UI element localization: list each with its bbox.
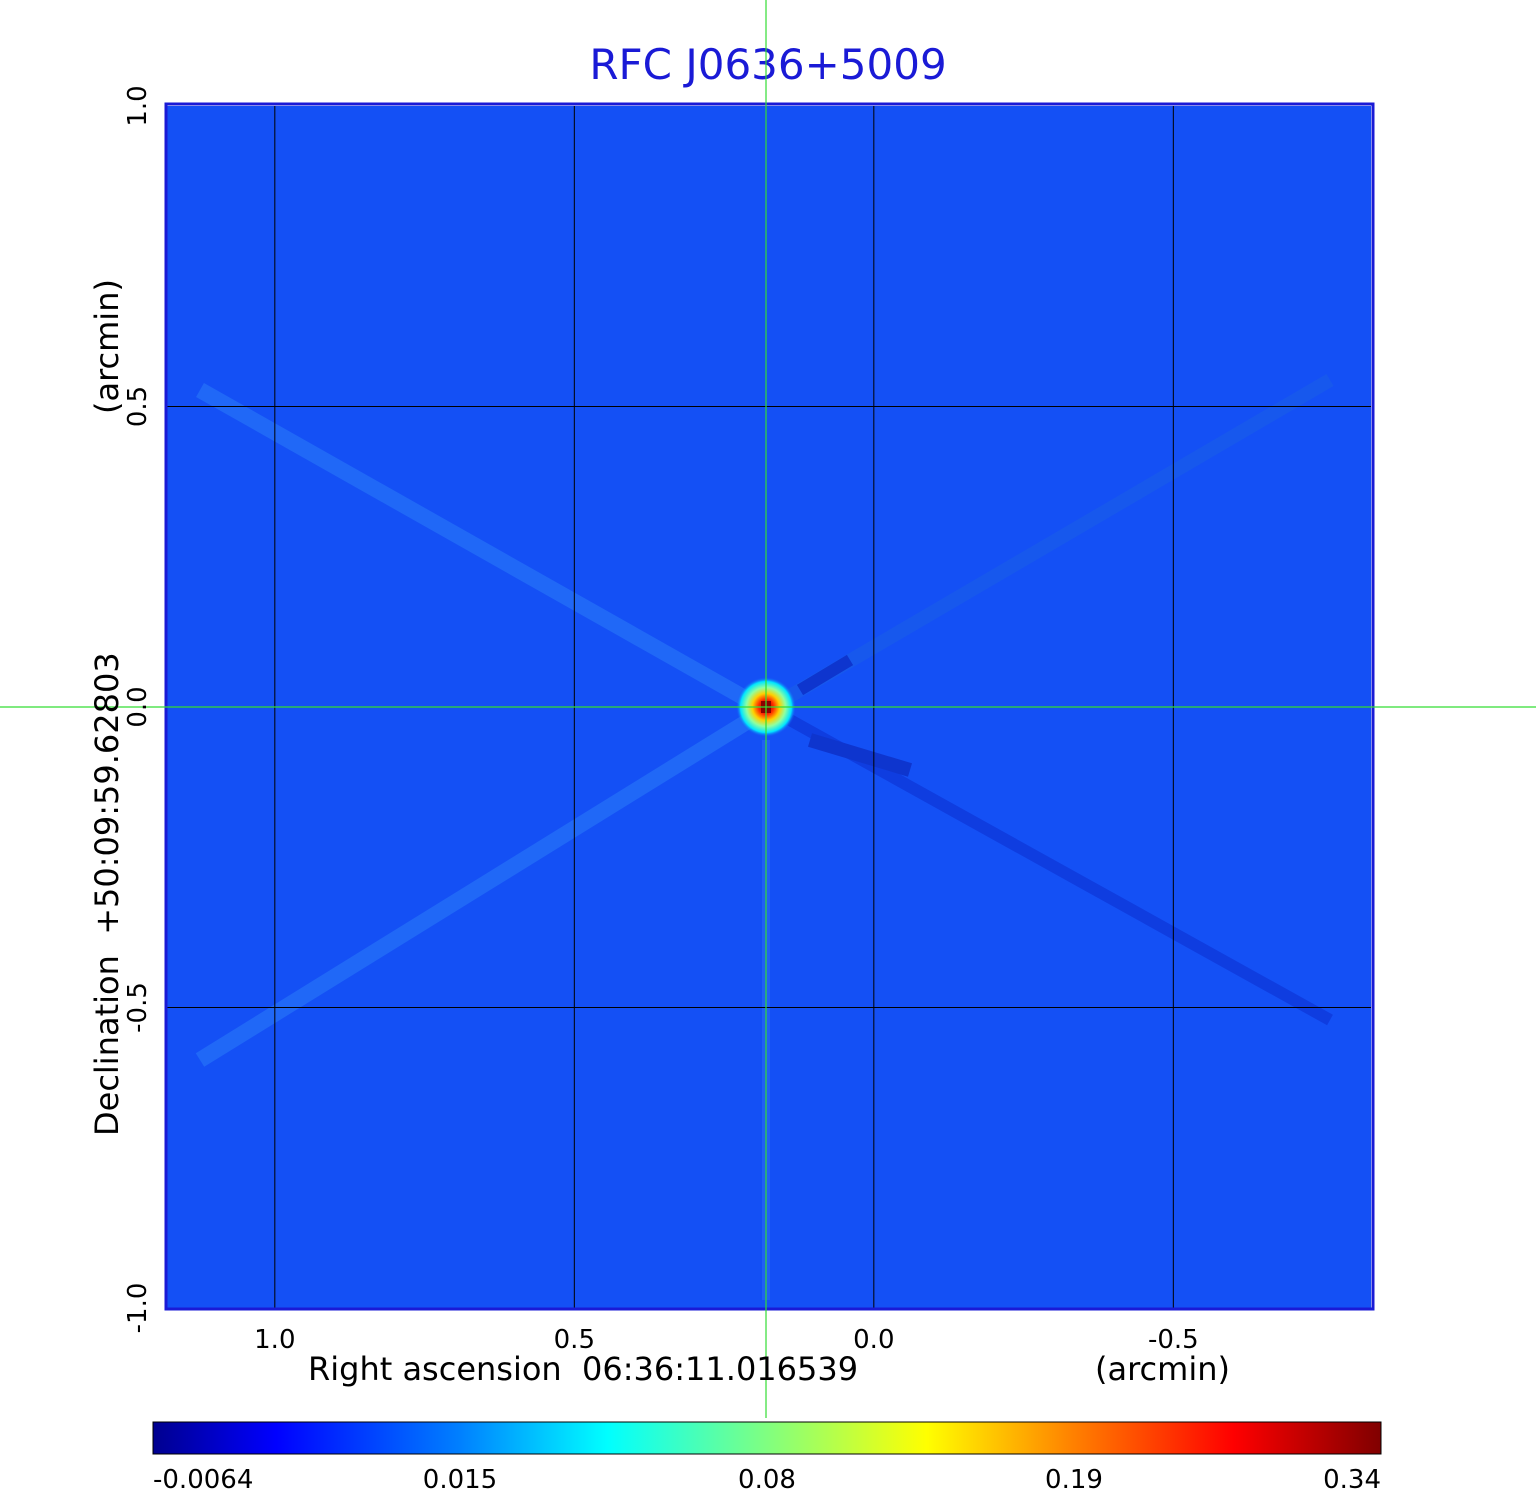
y-tick-label: 1.0	[123, 85, 153, 126]
colorbar-tick-label: -0.0064	[153, 1465, 253, 1495]
colorbar-tick-label: 0.34	[1323, 1465, 1381, 1495]
colorbar	[152, 1421, 1382, 1455]
y-tick-labels: 1.0 0.5 0.0 -0.5 -1.0	[123, 85, 153, 1333]
y-tick-label: -0.5	[123, 982, 153, 1033]
x-axis-unit: (arcmin)	[1095, 1350, 1230, 1388]
x-tick-labels: 1.0 0.5 0.0 -0.5	[254, 1325, 1199, 1355]
colorbar-tick-label: 0.19	[1045, 1465, 1103, 1495]
colorbar-tick-label: 0.015	[423, 1465, 497, 1495]
colorbar-tick-labels: -0.0064 0.015 0.08 0.19 0.34	[153, 1465, 1381, 1495]
y-axis-unit: (arcmin)	[88, 279, 126, 414]
chart-title: RFC J0636+5009	[589, 40, 947, 89]
y-tick-label: -1.0	[123, 1283, 153, 1334]
y-axis-label: Declination +50:09:59.62803	[88, 652, 126, 1136]
y-tick-label: 0.0	[123, 686, 153, 727]
x-tick-label: 0.0	[853, 1325, 894, 1355]
x-axis-label: Right ascension 06:36:11.016539	[308, 1350, 859, 1388]
x-tick-label: -0.5	[1148, 1325, 1199, 1355]
x-tick-label: 1.0	[254, 1325, 295, 1355]
colorbar-tick-label: 0.08	[738, 1465, 796, 1495]
y-tick-label: 0.5	[123, 386, 153, 427]
x-tick-label: 0.5	[554, 1325, 595, 1355]
